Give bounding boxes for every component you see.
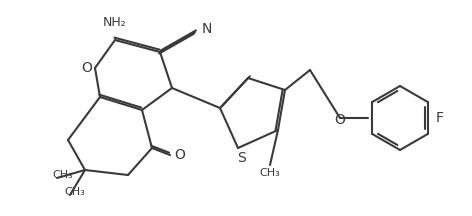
Text: NH₂: NH₂ (103, 16, 127, 29)
Text: O: O (82, 61, 93, 75)
Text: CH₃: CH₃ (52, 170, 73, 180)
Text: N: N (202, 22, 212, 36)
Text: F: F (436, 111, 444, 125)
Text: O: O (175, 148, 185, 162)
Text: O: O (335, 113, 346, 127)
Text: CH₃: CH₃ (65, 187, 85, 197)
Text: CH₃: CH₃ (260, 168, 280, 178)
Text: S: S (237, 151, 246, 165)
